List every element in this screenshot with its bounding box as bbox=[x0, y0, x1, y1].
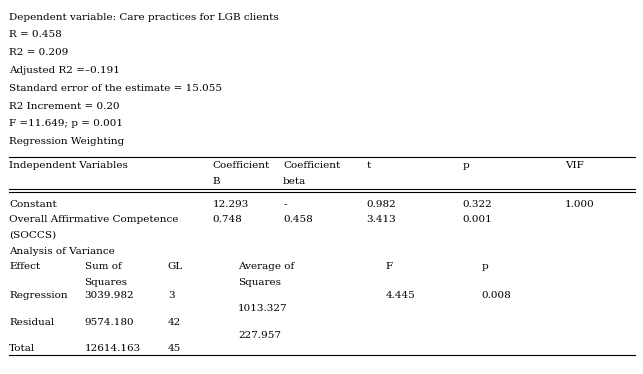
Text: Average of: Average of bbox=[239, 262, 294, 272]
Text: 1.000: 1.000 bbox=[565, 200, 595, 209]
Text: 12.293: 12.293 bbox=[213, 200, 249, 209]
Text: R = 0.458: R = 0.458 bbox=[9, 30, 62, 39]
Text: Regression: Regression bbox=[9, 291, 68, 300]
Text: Adjusted R2 =–0.191: Adjusted R2 =–0.191 bbox=[9, 66, 120, 75]
Text: Sum of: Sum of bbox=[85, 262, 122, 272]
Text: Independent Variables: Independent Variables bbox=[9, 162, 128, 171]
Text: GL: GL bbox=[168, 262, 183, 272]
Text: -: - bbox=[283, 200, 287, 209]
Text: t: t bbox=[367, 162, 370, 171]
Text: 0.008: 0.008 bbox=[482, 291, 511, 300]
Text: 227.957: 227.957 bbox=[239, 331, 281, 340]
Text: (SOCCS): (SOCCS) bbox=[9, 230, 56, 239]
Text: R2 = 0.209: R2 = 0.209 bbox=[9, 48, 68, 57]
Text: 0.322: 0.322 bbox=[462, 200, 492, 209]
Text: 0.001: 0.001 bbox=[462, 215, 492, 224]
Text: VIF: VIF bbox=[565, 162, 584, 171]
Text: 0.748: 0.748 bbox=[213, 215, 242, 224]
Text: Total: Total bbox=[9, 344, 35, 353]
Text: Effect: Effect bbox=[9, 262, 41, 272]
Text: Squares: Squares bbox=[85, 278, 127, 286]
Text: 3.413: 3.413 bbox=[367, 215, 396, 224]
Text: Dependent variable: Care practices for LGB clients: Dependent variable: Care practices for L… bbox=[9, 12, 279, 22]
Text: Analysis of Variance: Analysis of Variance bbox=[9, 247, 115, 256]
Text: F: F bbox=[386, 262, 393, 272]
Text: 4.445: 4.445 bbox=[386, 291, 415, 300]
Text: 0.458: 0.458 bbox=[283, 215, 313, 224]
Text: Coefficient: Coefficient bbox=[213, 162, 270, 171]
Text: 12614.163: 12614.163 bbox=[85, 344, 141, 353]
Text: 9574.180: 9574.180 bbox=[85, 318, 134, 327]
Text: 3: 3 bbox=[168, 291, 174, 300]
Text: F =11.649; p = 0.001: F =11.649; p = 0.001 bbox=[9, 119, 123, 128]
Text: 45: 45 bbox=[168, 344, 181, 353]
Text: 1013.327: 1013.327 bbox=[239, 304, 288, 313]
Text: Regression Weighting: Regression Weighting bbox=[9, 137, 124, 146]
Text: Coefficient: Coefficient bbox=[283, 162, 340, 171]
Text: p: p bbox=[482, 262, 488, 272]
Text: Residual: Residual bbox=[9, 318, 54, 327]
Text: 0.982: 0.982 bbox=[367, 200, 396, 209]
Text: B: B bbox=[213, 177, 221, 186]
Text: 3039.982: 3039.982 bbox=[85, 291, 134, 300]
Text: Standard error of the estimate = 15.055: Standard error of the estimate = 15.055 bbox=[9, 84, 222, 93]
Text: Squares: Squares bbox=[239, 278, 281, 286]
Text: R2 Increment = 0.20: R2 Increment = 0.20 bbox=[9, 102, 120, 111]
Text: Overall Affirmative Competence: Overall Affirmative Competence bbox=[9, 215, 179, 224]
Text: 42: 42 bbox=[168, 318, 181, 327]
Text: Constant: Constant bbox=[9, 200, 57, 209]
Text: p: p bbox=[462, 162, 469, 171]
Text: beta: beta bbox=[283, 177, 306, 186]
